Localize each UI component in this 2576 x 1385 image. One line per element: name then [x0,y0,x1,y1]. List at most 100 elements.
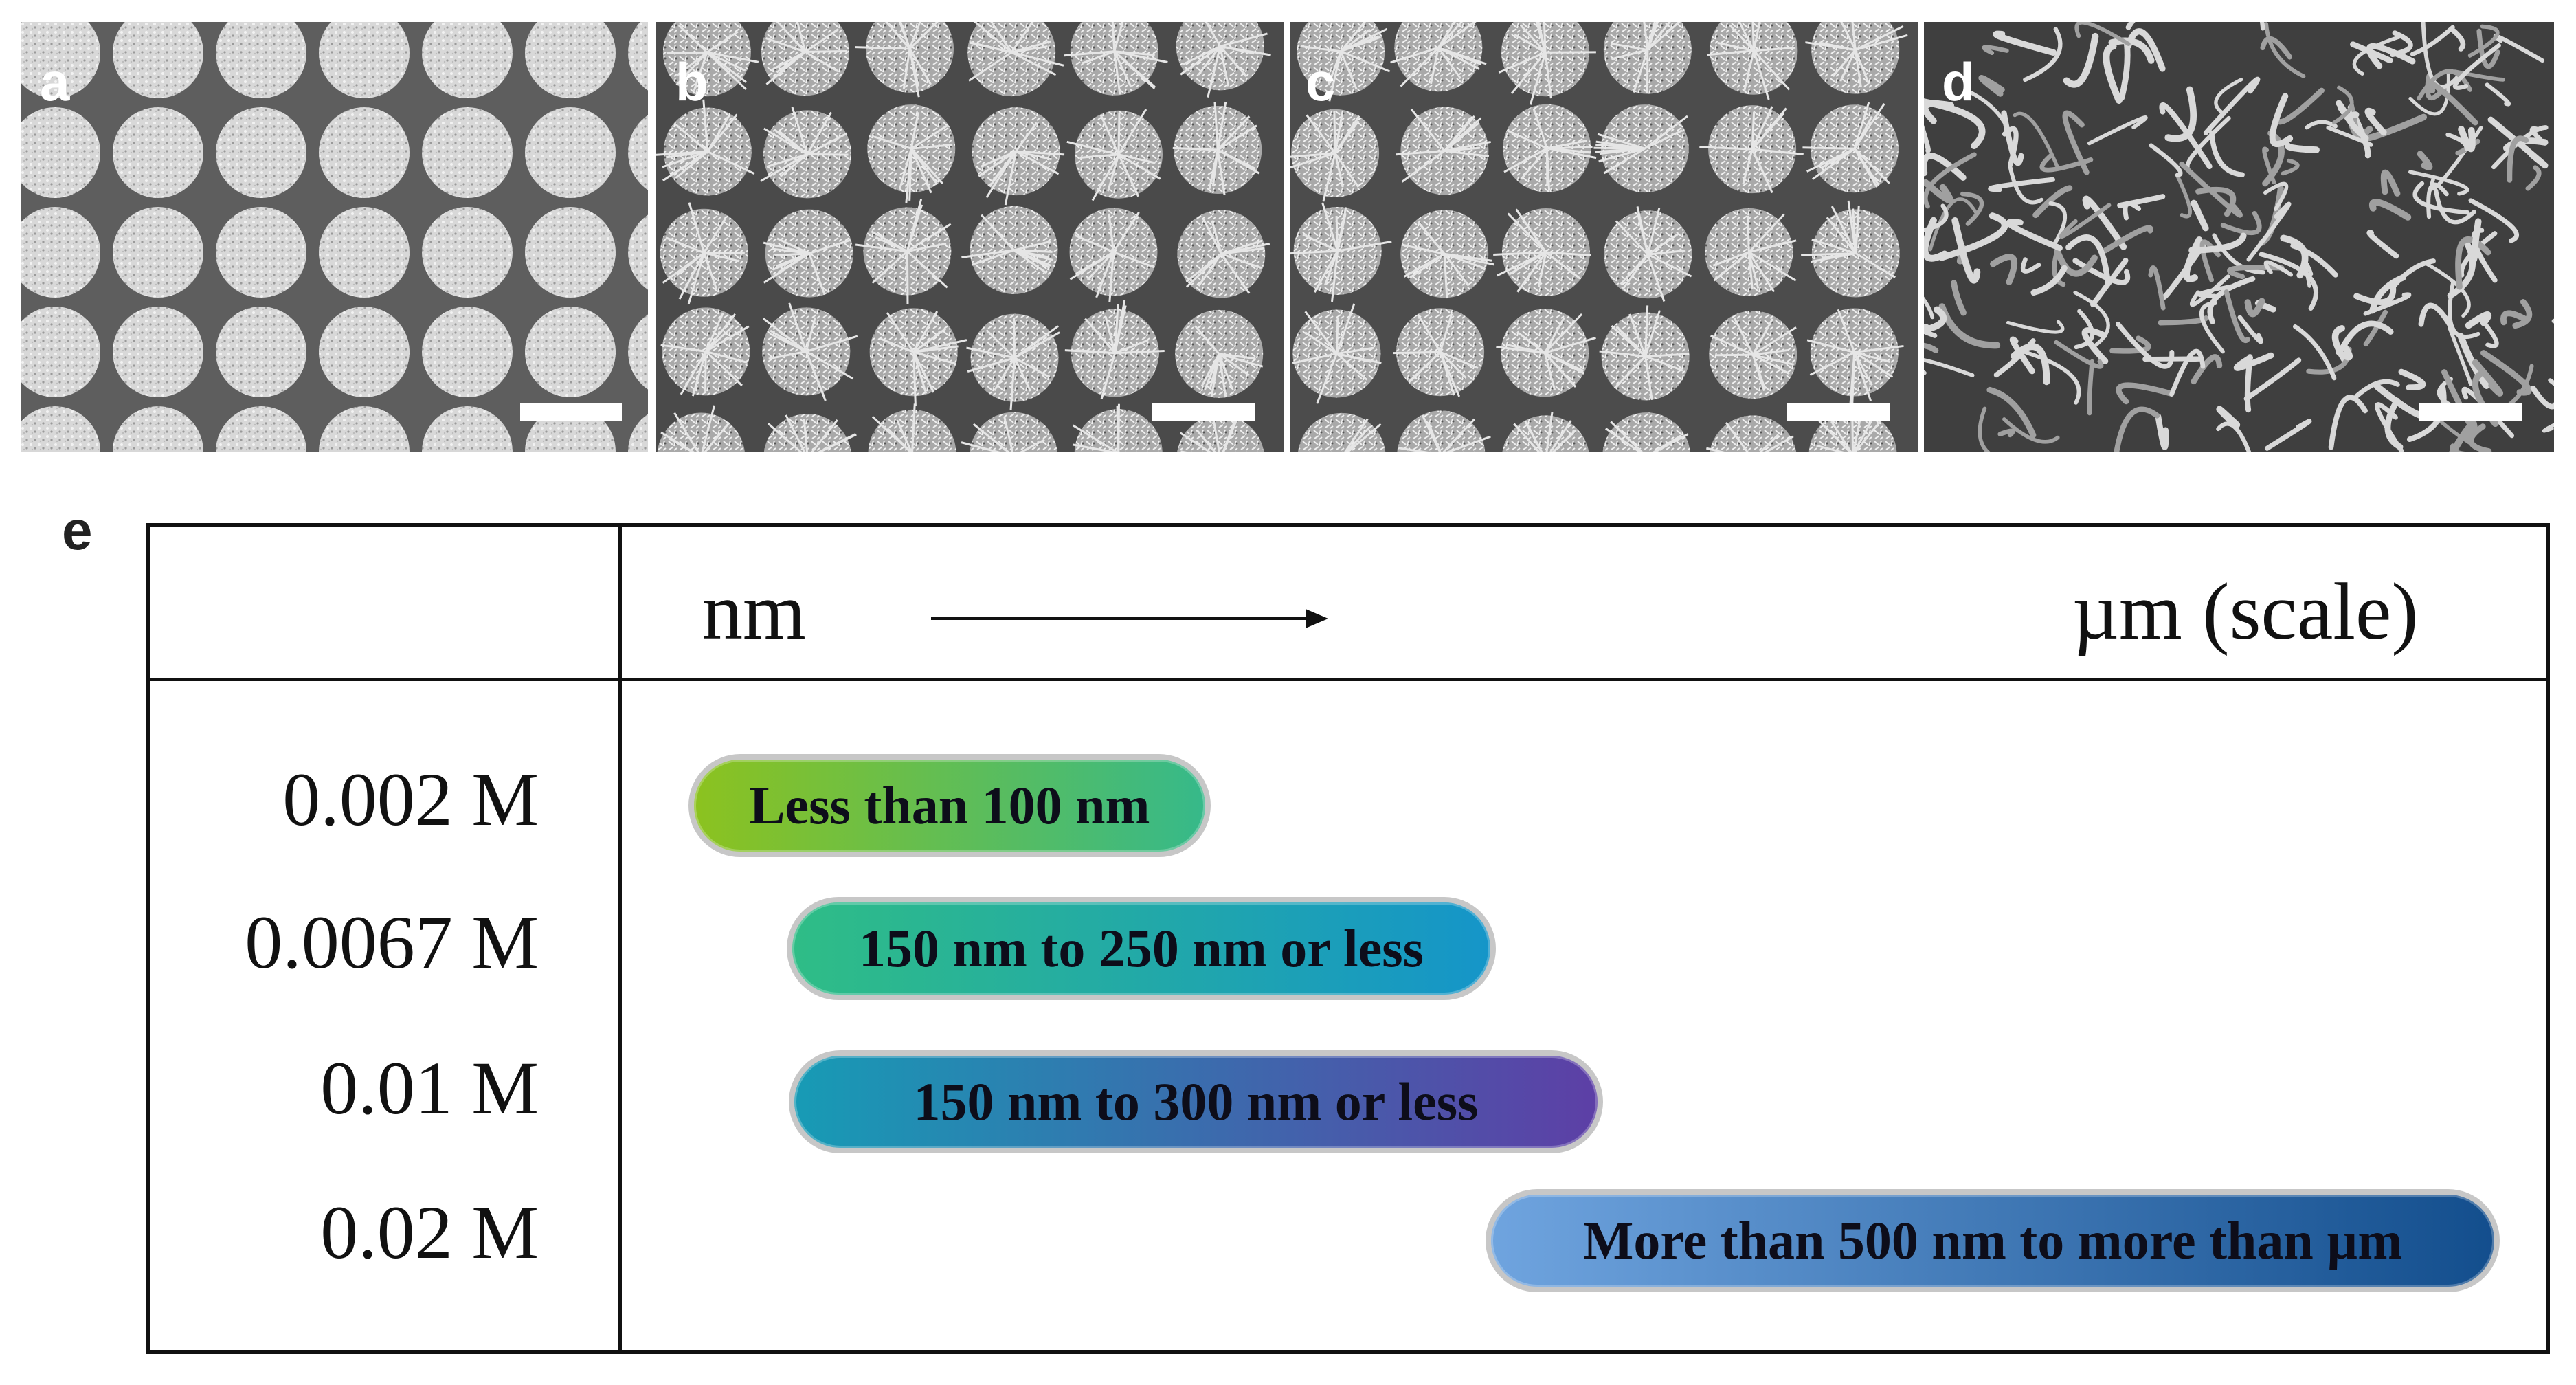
nanowire-spike [1648,249,1686,256]
nanowire-spike [1713,251,1750,282]
nanowire-spike [1543,353,1556,390]
nanowire-spike [1821,147,1855,169]
nanowire-spike [666,151,708,159]
nanowire-spike [803,419,808,452]
nanowire-spike [1765,435,1794,452]
nanowire-spike [1853,148,1878,188]
nanowire-strand [2008,163,2044,205]
nanowire-strand [2280,234,2309,279]
nanowire-spike [791,107,809,155]
nanowire-spike [1806,339,1855,353]
nanowire-spike [1519,24,1547,54]
nanowire-strand [2350,41,2393,64]
nanowire-spike [1647,253,1692,278]
nanowire-spike [1853,415,1875,452]
nanowire-strand [1982,45,2009,56]
nanowire-spike [1004,151,1017,206]
nanowire-strand [2425,262,2471,318]
nanowire-spike [1628,313,1647,357]
nanowire-spike [902,48,911,89]
nanowire-strand [2063,32,2099,88]
nanowire-strand [2366,230,2399,259]
nanowire-spike [1751,318,1774,355]
particle-disk [422,107,513,198]
nanowire-spike [805,317,816,352]
nanowire-strand [2418,302,2456,332]
nanowire-spike [908,22,939,49]
particle-disk [319,406,410,452]
nanowire-strand [2548,378,2554,387]
nanowire-strand [2116,382,2174,405]
nanowire-strand [1993,338,2036,378]
nanowire-spike [767,422,803,452]
nanowire-strand [1924,153,1967,181]
nanowire-strand [2487,116,2549,168]
size-range-pill: Less than 100 nm [688,754,1211,857]
nanowire-spike [1108,252,1115,302]
nanowire-strand [2468,198,2519,243]
nanowire-spike [1699,146,1753,151]
nanowire-spike [1013,240,1052,252]
nanowire-strand [2260,36,2292,60]
nanowire-spike [1520,147,1548,180]
particle-disk [628,115,648,190]
nanowire-strand [1924,296,1935,320]
nanowire-spike [1442,418,1475,452]
nanowire-strand [2332,85,2354,125]
nanowire-spike [706,51,759,63]
particle-disk [113,207,203,298]
nanowire-spike [1854,49,1862,87]
nanowire-spike [778,130,808,155]
nanowire-strand [2243,357,2302,401]
nanoflower-cluster [1394,22,1483,92]
nanowire-spike [1335,318,1339,354]
nanowire-spike [1213,102,1219,151]
nanowire-spike [1854,417,1884,452]
nanowire-spike [1544,352,1584,372]
particle-disk [628,414,648,452]
nanowire-spike [805,51,839,73]
nanoflower-cluster [1397,410,1486,452]
nanowire-spike [1743,50,1755,91]
nanowire-strand [1951,217,1981,284]
nanowire-strand [2065,234,2112,287]
nanowire-spike [1611,42,1648,52]
nanowire-spike [1013,249,1050,258]
nanowire-strand [1986,386,2037,439]
nanowire-spike [1751,111,1756,150]
nanowire-spike [1013,249,1051,267]
nanowire-strand [2246,201,2292,262]
nanowire-spike [662,151,708,168]
nanowire-spike [896,419,912,452]
particle-disk [422,22,513,98]
nanowire-strand [2158,315,2209,326]
nanowire-spike [1644,115,1688,150]
nanowire-spike [818,433,856,452]
nanowire-strand [2542,423,2554,433]
nanowire-spike [680,351,707,395]
nanowire-spike [805,49,847,53]
nanoflower-cluster [662,22,751,97]
nanowire-spike [675,52,708,86]
nanowire-spike [688,202,706,254]
concentration-label: 0.0067 M [245,900,539,984]
panel-letter-e: e [62,500,93,561]
header-scale-end: µm (scale) [2072,566,2419,656]
sem-image-d [1924,22,2554,452]
nanowire-spike [1826,217,1857,254]
nanowire-strand [2195,186,2237,217]
nanowire-spike [1344,418,1369,452]
nanowire-spike [968,51,1013,82]
nanowire-spike [1390,46,1439,64]
nanowire-strand [1924,98,1986,150]
nanowire-spike [1335,303,1356,355]
nanowire-strand [2203,76,2261,135]
nanowire-spike [805,335,858,353]
panel-letter-d: d [1942,52,1975,112]
nanowire-spike [1547,146,1593,150]
nanowire-spike [1012,317,1016,358]
nanowire-strand [2103,43,2123,104]
nanowire-spike [805,28,839,53]
size-range-pill: 150 nm to 250 nm or less [787,897,1496,1000]
nanowire-spike [1507,212,1547,254]
